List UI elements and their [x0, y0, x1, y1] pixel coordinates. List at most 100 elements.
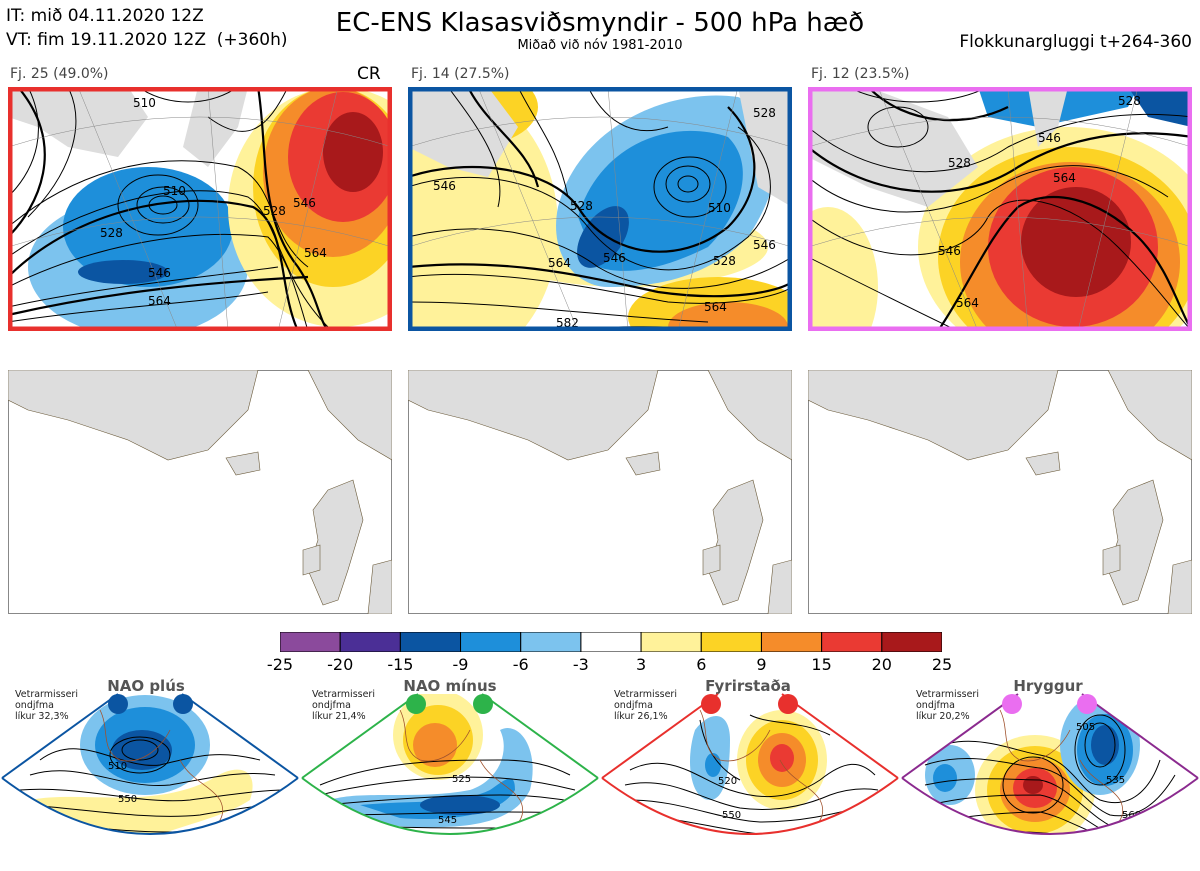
page-title: EC-ENS Klasasviðsmyndir - 500 hPa hæð — [335, 8, 865, 38]
regime-3-contour-label: 550 — [722, 810, 741, 821]
cluster-1-contour-label: 528 — [100, 226, 123, 240]
cluster-2-contour-label: 528 — [753, 106, 776, 120]
regime-3-map: 520 550 560 — [601, 693, 899, 845]
regime-1-marker — [108, 694, 128, 714]
cluster-2-contour-label: 564 — [704, 300, 727, 314]
regime-2-title: NAO mínus — [403, 677, 497, 695]
colorbar-bin — [760, 632, 823, 652]
colorbar-tick-label: 25 — [931, 655, 953, 674]
regime-1-map: 510 550 — [1, 693, 299, 835]
regime-1-title: NAO plús — [107, 677, 185, 695]
regime-1-contour-label: 510 — [108, 761, 127, 772]
regime-3-marker — [701, 694, 721, 714]
regime-2-marker — [473, 694, 493, 714]
colorbar-tick-label: -25 — [266, 655, 294, 674]
colorbar-bin — [821, 632, 883, 652]
regime-2-marker — [406, 694, 426, 714]
regime-4-contour-label: 560 — [1122, 810, 1141, 821]
regime-2-border — [301, 693, 599, 835]
colorbar-bin — [460, 632, 522, 652]
regime-1-contour-label: 550 — [118, 794, 137, 805]
cluster-2-contour-label: 546 — [433, 179, 456, 193]
init-time: IT: mið 04.11.2020 12Z — [6, 6, 204, 26]
regime-3-contour-label: 520 — [718, 776, 737, 787]
regime-4-title: Hryggur — [1013, 677, 1083, 695]
colorbar-tick-label: 9 — [756, 655, 767, 674]
empty-map-3 — [808, 370, 1192, 614]
cluster-2-contour-label: 528 — [713, 254, 736, 268]
cluster-3-contour-label: 564 — [1053, 171, 1076, 185]
colorbar-tick-label: -9 — [452, 655, 469, 674]
cluster-2-contour-label: 546 — [603, 251, 626, 265]
cluster-1-contour-label: 564 — [304, 246, 327, 260]
cluster-2-contour-label: 582 — [556, 316, 579, 330]
cluster-2-contour-label: 546 — [753, 238, 776, 252]
colorbar-tick-label: -3 — [572, 655, 589, 674]
colorbar-bin — [339, 632, 401, 652]
cluster-1-border — [8, 87, 392, 331]
cluster-1-map: 510 528 546 564 528 546 564 510 — [8, 87, 392, 331]
regime-2-contour-label: 545 — [438, 815, 457, 826]
colorbar-bin — [700, 632, 762, 652]
regime-1-border — [1, 693, 299, 835]
colorbar-bin — [881, 632, 942, 652]
empty-map-2 — [408, 370, 792, 614]
cluster-2-contour-label: 510 — [708, 201, 731, 215]
regime-3-border — [601, 693, 899, 835]
cluster-2-contour-label: 528 — [570, 199, 593, 213]
cluster-3-label: Fj. 12 (23.5%) — [811, 66, 910, 82]
colorbar-bin — [399, 632, 462, 652]
cluster-2-border — [408, 87, 792, 331]
page-subtitle: Miðað við nóv 1981-2010 — [517, 38, 683, 53]
cluster-1-contour-label: 546 — [293, 196, 316, 210]
cluster-3-contour-label: 546 — [938, 244, 961, 258]
cluster-1-label: Fj. 25 (49.0%) — [10, 66, 109, 82]
cluster-2-map: 546 528 546 564 564 582 510 528 546 528 — [408, 87, 792, 331]
regime-4-note: Vetrarmisseri ondjfma líkur 20,2% — [916, 689, 979, 722]
cluster-1-contour-label: 564 — [148, 294, 171, 308]
regime-4-contour-label: 535 — [1106, 775, 1125, 786]
regime-1-note: Vetrarmisseri ondjfma líkur 32,3% — [15, 689, 78, 722]
cluster-3-border — [808, 87, 1192, 331]
regime-3-marker — [778, 694, 798, 714]
cluster-2-contour-label: 564 — [548, 256, 571, 270]
colorbar-bin — [520, 632, 582, 652]
regime-2-map: 525 545 565 — [301, 693, 599, 861]
cluster-1-contour-label: 546 — [148, 266, 171, 280]
regime-4-contour-label: 505 — [1076, 722, 1095, 733]
regime-2-contour-label: 565 — [448, 850, 467, 861]
colorbar-bin — [280, 632, 341, 652]
empty-map-1 — [8, 370, 392, 614]
regime-4-marker — [1077, 694, 1097, 714]
colorbar-tick-label: 20 — [871, 655, 892, 674]
colorbar-tick-label: 6 — [696, 655, 707, 674]
regime-2-contour-label: 525 — [452, 774, 471, 785]
colorbar — [280, 632, 942, 652]
regime-4-border — [901, 693, 1199, 835]
regime-1-marker — [173, 694, 193, 714]
colorbar-bin — [580, 632, 642, 652]
colorbar-tick-label: -6 — [512, 655, 529, 674]
cluster-3-contour-label: 546 — [1038, 131, 1061, 145]
valid-time: VT: fim 19.11.2020 12Z (+360h) — [6, 30, 288, 50]
cluster-1-tag: CR — [357, 64, 381, 84]
cluster-1-contour-label: 510 — [133, 96, 156, 110]
cluster-1-contour-label: 528 — [263, 204, 286, 218]
regime-3-contour-label: 560 — [738, 834, 757, 845]
regime-4-map: 505 535 560 — [901, 693, 1199, 835]
cluster-3-map: 528 546 564 546 564 528 — [808, 87, 1192, 331]
cluster-3-contour-label: 564 — [956, 296, 979, 310]
cluster-1-contour-label: 510 — [163, 184, 186, 198]
regime-4-marker — [1002, 694, 1022, 714]
colorbar-tick-label: 15 — [811, 655, 832, 674]
colorbar-tick-label: -15 — [387, 655, 414, 674]
regime-3-note: Vetrarmisseri ondjfma líkur 26,1% — [614, 689, 677, 722]
colorbar-tick-label: 3 — [636, 655, 647, 674]
colorbar-bin — [640, 632, 702, 652]
cluster-2-label: Fj. 14 (27.5%) — [411, 66, 510, 82]
regime-3-title: Fyrirstaða — [705, 677, 791, 695]
colorbar-tick-label: -20 — [327, 655, 354, 674]
cluster-3-contour-label: 528 — [1118, 94, 1141, 108]
classification-window: Flokkunargluggi t+264-360 — [959, 32, 1192, 52]
cluster-3-contour-label: 528 — [948, 156, 971, 170]
